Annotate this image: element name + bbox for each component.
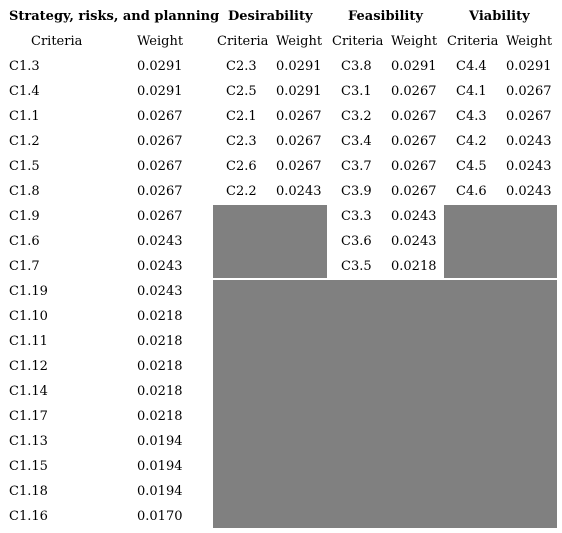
strategy-weight-cell: 0.0194 [137, 484, 183, 499]
feasibility-criteria-cell: C3.3 [341, 209, 372, 224]
strategy-criteria-cell: C1.10 [9, 309, 48, 324]
desirability-criteria-cell: C2.3 [226, 59, 257, 74]
strategy-weight-cell: 0.0267 [137, 134, 183, 149]
viability-criteria-header: Criteria [447, 34, 499, 49]
feasibility-criteria-cell: C3.1 [341, 84, 372, 99]
strategy-weight-cell: 0.0243 [137, 234, 183, 249]
feasibility-weight-cell: 0.0243 [391, 234, 437, 249]
feasibility-criteria-cell: C3.2 [341, 109, 372, 124]
viability-criteria-cell: C4.5 [456, 159, 487, 174]
viability-criteria-cell: C4.4 [456, 59, 487, 74]
strategy-criteria-cell: C1.8 [9, 184, 40, 199]
desirability-weight-cell: 0.0267 [276, 109, 322, 124]
header-viability: Viability [469, 9, 530, 24]
desirability-weight-cell: 0.0243 [276, 184, 322, 199]
viability-weight-cell: 0.0243 [506, 134, 552, 149]
strategy-criteria-cell: C1.7 [9, 259, 40, 274]
feasibility-criteria-cell: C3.5 [341, 259, 372, 274]
desirability-criteria-cell: C2.6 [226, 159, 257, 174]
strategy-criteria-cell: C1.16 [9, 509, 48, 524]
viability-criteria-cell: C4.1 [456, 84, 487, 99]
strategy-weight-header: Weight [137, 34, 184, 49]
feasibility-criteria-cell: C3.6 [341, 234, 372, 249]
viability-weight-cell: 0.0267 [506, 109, 552, 124]
strategy-criteria-cell: C1.6 [9, 234, 40, 249]
strategy-criteria-cell: C1.15 [9, 459, 48, 474]
desirability-weight-cell: 0.0267 [276, 159, 322, 174]
feasibility-weight-cell: 0.0291 [391, 59, 437, 74]
feasibility-weight-cell: 0.0218 [391, 259, 437, 274]
strategy-criteria-cell: C1.9 [9, 209, 40, 224]
strategy-weight-cell: 0.0194 [137, 434, 183, 449]
header-desirability: Desirability [228, 9, 313, 24]
feasibility-weight-cell: 0.0267 [391, 109, 437, 124]
strategy-criteria-cell: C1.12 [9, 359, 48, 374]
strategy-criteria-cell: C1.2 [9, 134, 40, 149]
strategy-criteria-cell: C1.18 [9, 484, 48, 499]
empty-cell-lower-block [213, 280, 557, 528]
strategy-weight-cell: 0.0291 [137, 84, 183, 99]
feasibility-weight-header: Weight [391, 34, 438, 49]
strategy-weight-cell: 0.0267 [137, 209, 183, 224]
strategy-criteria-cell: C1.17 [9, 409, 48, 424]
strategy-criteria-cell: C1.13 [9, 434, 48, 449]
feasibility-criteria-header: Criteria [332, 34, 384, 49]
strategy-criteria-cell: C1.14 [9, 384, 48, 399]
empty-cell-desirability [213, 205, 327, 278]
strategy-criteria-cell: C1.19 [9, 284, 48, 299]
viability-criteria-cell: C4.6 [456, 184, 487, 199]
strategy-criteria-header: Criteria [31, 34, 83, 49]
strategy-criteria-cell: C1.4 [9, 84, 40, 99]
feasibility-criteria-cell: C3.4 [341, 134, 372, 149]
desirability-criteria-cell: C2.2 [226, 184, 257, 199]
strategy-criteria-cell: C1.11 [9, 334, 48, 349]
desirability-weight-header: Weight [276, 34, 323, 49]
feasibility-criteria-cell: C3.9 [341, 184, 372, 199]
strategy-criteria-cell: C1.1 [9, 109, 40, 124]
desirability-weight-cell: 0.0267 [276, 134, 322, 149]
strategy-weight-cell: 0.0218 [137, 409, 183, 424]
desirability-criteria-header: Criteria [217, 34, 269, 49]
strategy-weight-cell: 0.0170 [137, 509, 183, 524]
viability-weight-cell: 0.0243 [506, 159, 552, 174]
viability-weight-header: Weight [506, 34, 553, 49]
viability-weight-cell: 0.0291 [506, 59, 552, 74]
feasibility-weight-cell: 0.0267 [391, 134, 437, 149]
feasibility-weight-cell: 0.0267 [391, 184, 437, 199]
feasibility-criteria-cell: C3.7 [341, 159, 372, 174]
strategy-weight-cell: 0.0267 [137, 159, 183, 174]
strategy-weight-cell: 0.0218 [137, 309, 183, 324]
viability-criteria-cell: C4.2 [456, 134, 487, 149]
strategy-weight-cell: 0.0218 [137, 384, 183, 399]
strategy-weight-cell: 0.0243 [137, 259, 183, 274]
feasibility-weight-cell: 0.0267 [391, 84, 437, 99]
desirability-criteria-cell: C2.5 [226, 84, 257, 99]
empty-cell-viability [444, 205, 557, 278]
strategy-weight-cell: 0.0218 [137, 334, 183, 349]
feasibility-weight-cell: 0.0267 [391, 159, 437, 174]
strategy-weight-cell: 0.0267 [137, 109, 183, 124]
feasibility-criteria-cell: C3.8 [341, 59, 372, 74]
viability-weight-cell: 0.0243 [506, 184, 552, 199]
strategy-weight-cell: 0.0267 [137, 184, 183, 199]
feasibility-weight-cell: 0.0243 [391, 209, 437, 224]
strategy-criteria-cell: C1.5 [9, 159, 40, 174]
viability-weight-cell: 0.0267 [506, 84, 552, 99]
strategy-weight-cell: 0.0291 [137, 59, 183, 74]
strategy-weight-cell: 0.0218 [137, 359, 183, 374]
strategy-weight-cell: 0.0243 [137, 284, 183, 299]
viability-criteria-cell: C4.3 [456, 109, 487, 124]
desirability-criteria-cell: C2.1 [226, 109, 257, 124]
header-feasibility: Feasibility [348, 9, 423, 24]
desirability-weight-cell: 0.0291 [276, 84, 322, 99]
strategy-weight-cell: 0.0194 [137, 459, 183, 474]
desirability-criteria-cell: C2.3 [226, 134, 257, 149]
strategy-criteria-cell: C1.3 [9, 59, 40, 74]
desirability-weight-cell: 0.0291 [276, 59, 322, 74]
header-strategy: Strategy, risks, and planning [9, 9, 220, 24]
